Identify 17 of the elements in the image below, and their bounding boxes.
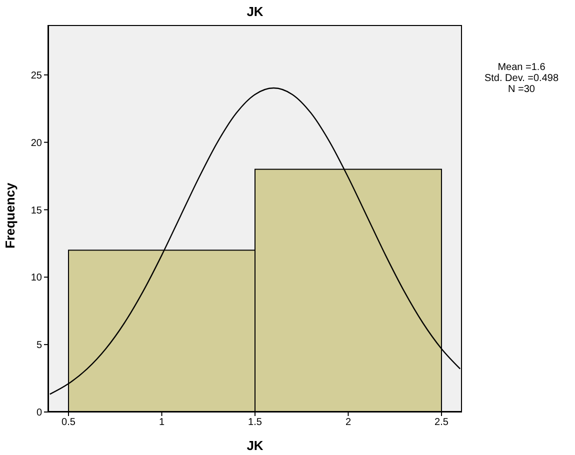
x-axis-title: JK <box>246 438 264 453</box>
text: Std. Dev. =0.498 <box>483 73 560 84</box>
y-axis-title: Frequency <box>2 182 18 248</box>
text: Mean =1.6 <box>496 62 546 73</box>
x-tick-label: 1.5 <box>248 417 262 428</box>
y-tick-label: 5 <box>36 340 42 352</box>
chart-title: JK <box>246 4 264 19</box>
x-tick-label: 1 <box>158 417 165 428</box>
y-tick-label: 20 <box>30 138 42 149</box>
y-tick-label: 15 <box>30 205 42 216</box>
x-tick-label: 2.5 <box>434 417 449 428</box>
x-tick-label: 2 <box>345 417 352 428</box>
x-tick-label: 0.5 <box>62 417 76 428</box>
text: N =30 <box>507 84 536 95</box>
y-tick-label: 0 <box>36 408 42 419</box>
y-tick-label: 10 <box>30 272 42 284</box>
y-tick-label: 25 <box>30 70 42 82</box>
